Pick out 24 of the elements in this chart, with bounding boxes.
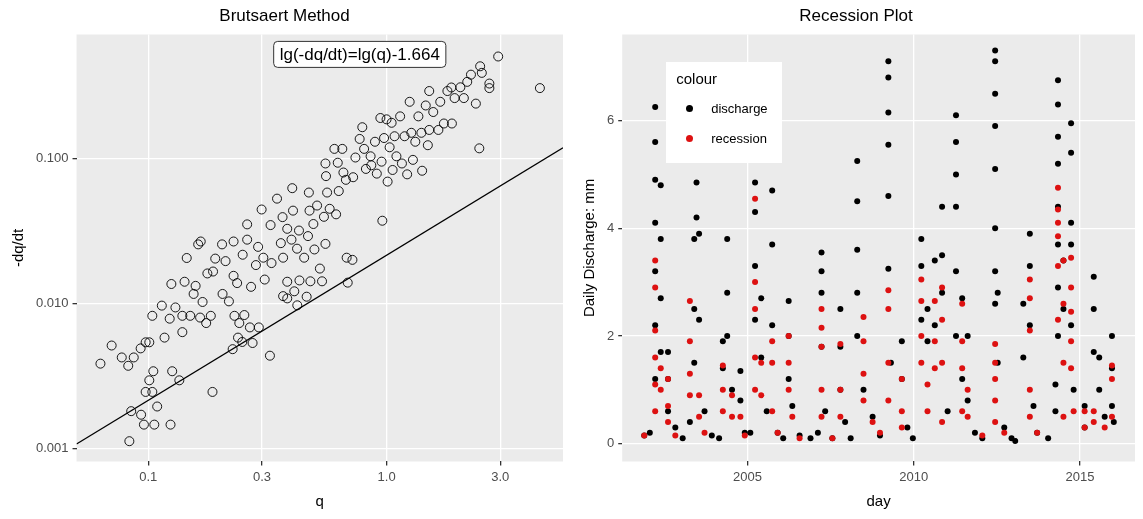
legend-label: discharge [711,100,768,116]
y-axis-title: Daily Discharge: mm [580,178,598,318]
y-tick-label: 4 [607,219,615,235]
x-tick-label: 1.0 [377,468,396,484]
x-tick-label: 0.3 [252,468,272,484]
annotation: lg(-dq/dt)=lg(q)-1.664 [279,45,440,65]
x-tick-label: 3.0 [491,468,510,484]
x-tick-label: 2005 [732,468,762,484]
x-axis-title: q [315,492,324,510]
legend-label: recession [711,130,767,146]
legend-title: colour [676,70,719,88]
y-tick-label: 0.100 [35,150,69,166]
y-tick-label: 0 [607,435,615,451]
x-tick-label: 0.1 [139,468,158,484]
y-tick-label: 0.010 [35,295,69,311]
chart-title: Recession Plot [799,5,913,25]
y-axis-title: -dq/dt [9,227,27,268]
x-axis-title: day [866,492,892,510]
x-tick-label: 2010 [899,468,929,484]
x-tick-label: 2015 [1065,468,1095,484]
y-tick-label: 6 [607,112,615,128]
chart-title: Brutsaert Method [219,5,350,25]
y-tick-label: 2 [607,327,615,343]
y-tick-label: 0.001 [35,440,69,456]
